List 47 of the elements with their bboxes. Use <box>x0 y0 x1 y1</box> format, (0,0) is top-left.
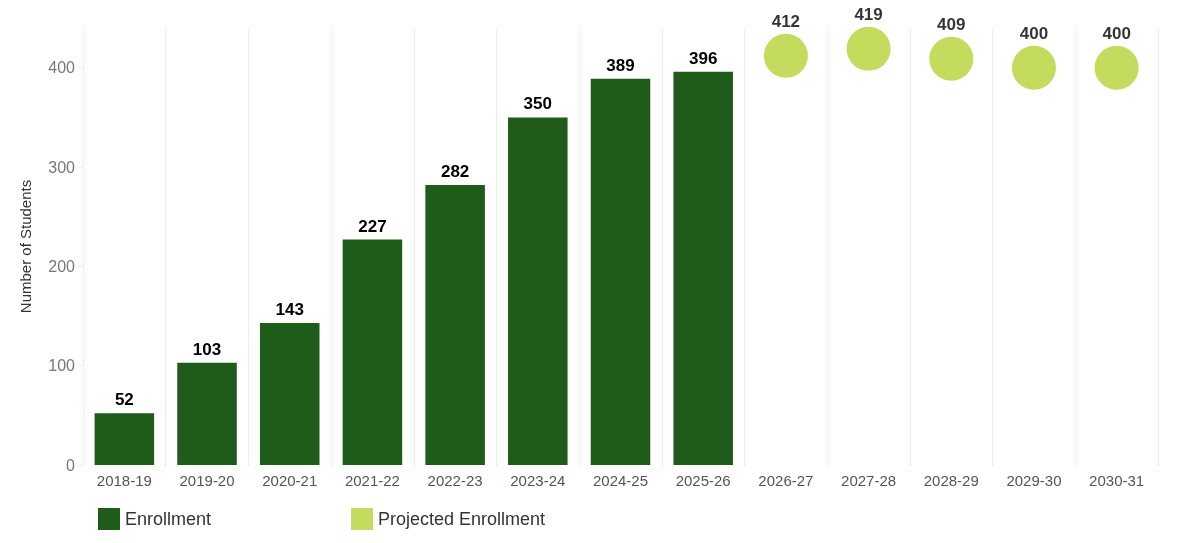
data-label: 103 <box>192 339 222 359</box>
bar <box>425 184 485 465</box>
data-label: 143 <box>275 299 304 319</box>
x-tick-label: 2023-24 <box>510 472 566 489</box>
x-tick-label: 2030-31 <box>1089 472 1145 489</box>
x-tick-label: 2029-30 <box>1006 472 1062 489</box>
bar <box>177 362 237 465</box>
y-tick-label: 200 <box>48 257 76 275</box>
y-tick-label: 100 <box>48 357 76 375</box>
data-label: 409 <box>937 14 966 34</box>
x-tick-label: 2022-23 <box>427 472 483 489</box>
y-tick-label: 400 <box>48 59 76 77</box>
legend-label: Enrollment <box>125 509 212 529</box>
x-tick-label: 2028-29 <box>923 472 979 489</box>
x-tick-label: 2019-20 <box>179 472 235 489</box>
data-label: 389 <box>606 55 635 75</box>
y-tick-label: 300 <box>48 158 76 176</box>
data-label: 350 <box>523 94 552 114</box>
x-tick-label: 2027-28 <box>841 472 897 489</box>
x-tick-label: 2018-19 <box>96 472 152 489</box>
bar <box>259 322 320 465</box>
x-tick-label: 2025-26 <box>675 472 731 489</box>
bar <box>94 413 155 465</box>
bar <box>508 117 568 465</box>
point <box>1012 45 1056 90</box>
x-tick-label: 2020-21 <box>262 472 318 489</box>
data-label: 282 <box>440 161 470 181</box>
data-label: 227 <box>358 216 387 236</box>
y-axis-title: Number of Students <box>17 179 34 314</box>
y-tick-label: 0 <box>66 456 76 474</box>
data-label: 396 <box>689 48 718 68</box>
point <box>763 33 808 78</box>
data-label: 412 <box>771 11 801 31</box>
x-tick-label: 2024-25 <box>592 472 649 489</box>
data-label: 400 <box>1019 23 1049 43</box>
data-label: 419 <box>854 4 883 24</box>
x-tick-label: 2026-27 <box>758 472 814 489</box>
bar <box>342 239 403 465</box>
point <box>1094 45 1139 90</box>
point <box>929 36 974 81</box>
bar <box>590 78 651 465</box>
legend-label: Projected Enrollment <box>378 509 546 529</box>
data-label: 52 <box>114 390 134 410</box>
bar <box>673 71 733 465</box>
point <box>846 26 891 71</box>
x-tick-label: 2021-22 <box>344 472 400 489</box>
data-label: 400 <box>1102 23 1131 43</box>
